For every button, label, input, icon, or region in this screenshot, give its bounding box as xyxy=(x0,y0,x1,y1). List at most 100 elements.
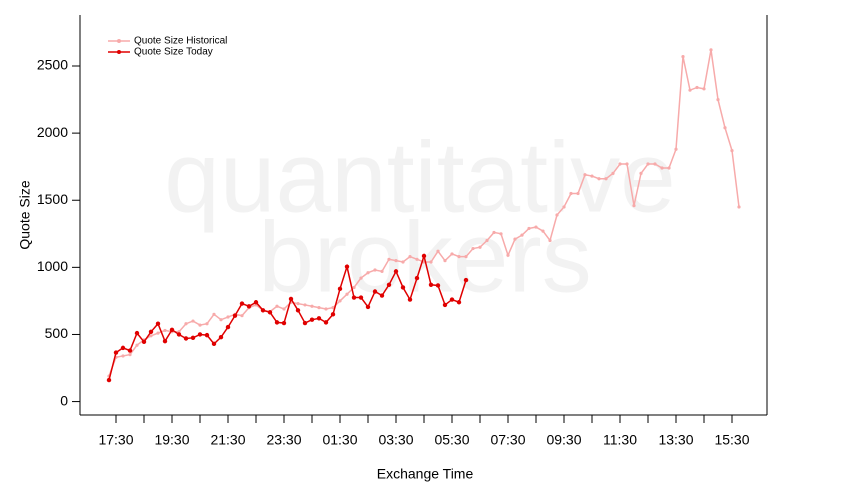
point xyxy=(393,269,399,274)
point xyxy=(338,299,342,303)
point xyxy=(716,97,720,102)
point xyxy=(267,310,273,315)
point xyxy=(435,283,441,288)
point xyxy=(702,87,706,91)
point xyxy=(723,126,727,130)
point xyxy=(337,286,343,292)
point xyxy=(520,233,524,237)
point xyxy=(317,306,321,310)
point xyxy=(674,147,678,151)
point xyxy=(457,255,461,259)
point xyxy=(288,296,294,302)
x-tick-label: 03:30 xyxy=(378,432,413,448)
point xyxy=(394,259,398,263)
point xyxy=(274,320,280,325)
point xyxy=(618,162,622,166)
x-tick-label: 23:30 xyxy=(266,432,301,448)
y-tick-label: 2000 xyxy=(37,124,68,140)
point xyxy=(653,162,657,166)
y-tick-label: 0 xyxy=(60,392,68,408)
x-tick-label: 21:30 xyxy=(210,432,245,448)
point xyxy=(310,304,314,308)
y-tick-label: 1000 xyxy=(37,258,68,274)
point xyxy=(442,302,448,308)
point xyxy=(148,329,154,334)
point xyxy=(527,226,531,231)
point xyxy=(492,230,496,235)
point xyxy=(386,282,392,287)
point xyxy=(464,255,468,259)
point xyxy=(632,204,636,208)
point xyxy=(106,377,112,383)
point xyxy=(120,345,126,351)
point xyxy=(183,336,189,341)
legend-point xyxy=(117,50,121,54)
point xyxy=(639,171,643,175)
point xyxy=(709,48,713,52)
point xyxy=(421,253,427,259)
point xyxy=(253,300,259,305)
point xyxy=(260,308,266,313)
point xyxy=(604,177,608,181)
point xyxy=(576,191,580,196)
point xyxy=(141,339,147,345)
point xyxy=(688,88,692,92)
point xyxy=(324,307,328,311)
point xyxy=(134,330,140,336)
series-line xyxy=(108,253,467,381)
point xyxy=(190,335,196,341)
point xyxy=(415,257,419,261)
point xyxy=(499,232,503,236)
point xyxy=(309,317,315,322)
point xyxy=(351,295,357,300)
point xyxy=(219,318,223,322)
point xyxy=(513,237,517,241)
point xyxy=(478,245,482,249)
point xyxy=(695,85,699,90)
point xyxy=(562,205,566,209)
point xyxy=(506,253,510,257)
point xyxy=(681,55,685,59)
point xyxy=(121,354,125,358)
point xyxy=(323,320,329,325)
point xyxy=(226,315,230,319)
point xyxy=(184,322,188,326)
point xyxy=(372,289,378,294)
y-tick-label: 500 xyxy=(45,325,69,341)
point xyxy=(436,249,440,253)
point xyxy=(737,205,741,209)
point xyxy=(380,269,384,273)
x-tick-label: 09:30 xyxy=(546,432,581,448)
point xyxy=(156,331,160,335)
point xyxy=(197,332,203,337)
legend-label: Quote Size Today xyxy=(134,47,213,58)
point xyxy=(548,238,552,243)
point xyxy=(429,260,433,264)
point xyxy=(611,171,615,175)
point xyxy=(211,341,217,347)
point xyxy=(555,213,559,217)
x-tick-label: 11:30 xyxy=(603,432,637,448)
point xyxy=(379,293,385,298)
point xyxy=(127,348,133,353)
point xyxy=(471,246,475,251)
point xyxy=(302,320,308,326)
watermark: quantitative xyxy=(164,121,675,233)
point xyxy=(225,324,231,330)
point xyxy=(128,352,132,357)
point xyxy=(232,313,238,318)
point xyxy=(400,285,406,290)
point xyxy=(155,321,161,326)
point xyxy=(330,312,336,317)
point xyxy=(358,295,364,300)
point xyxy=(583,173,587,177)
x-tick-label: 17:30 xyxy=(98,432,133,448)
point xyxy=(344,264,350,269)
point xyxy=(331,306,335,310)
point xyxy=(218,334,224,340)
point xyxy=(113,350,119,355)
point xyxy=(449,297,455,302)
point xyxy=(149,334,153,338)
point xyxy=(660,166,664,170)
